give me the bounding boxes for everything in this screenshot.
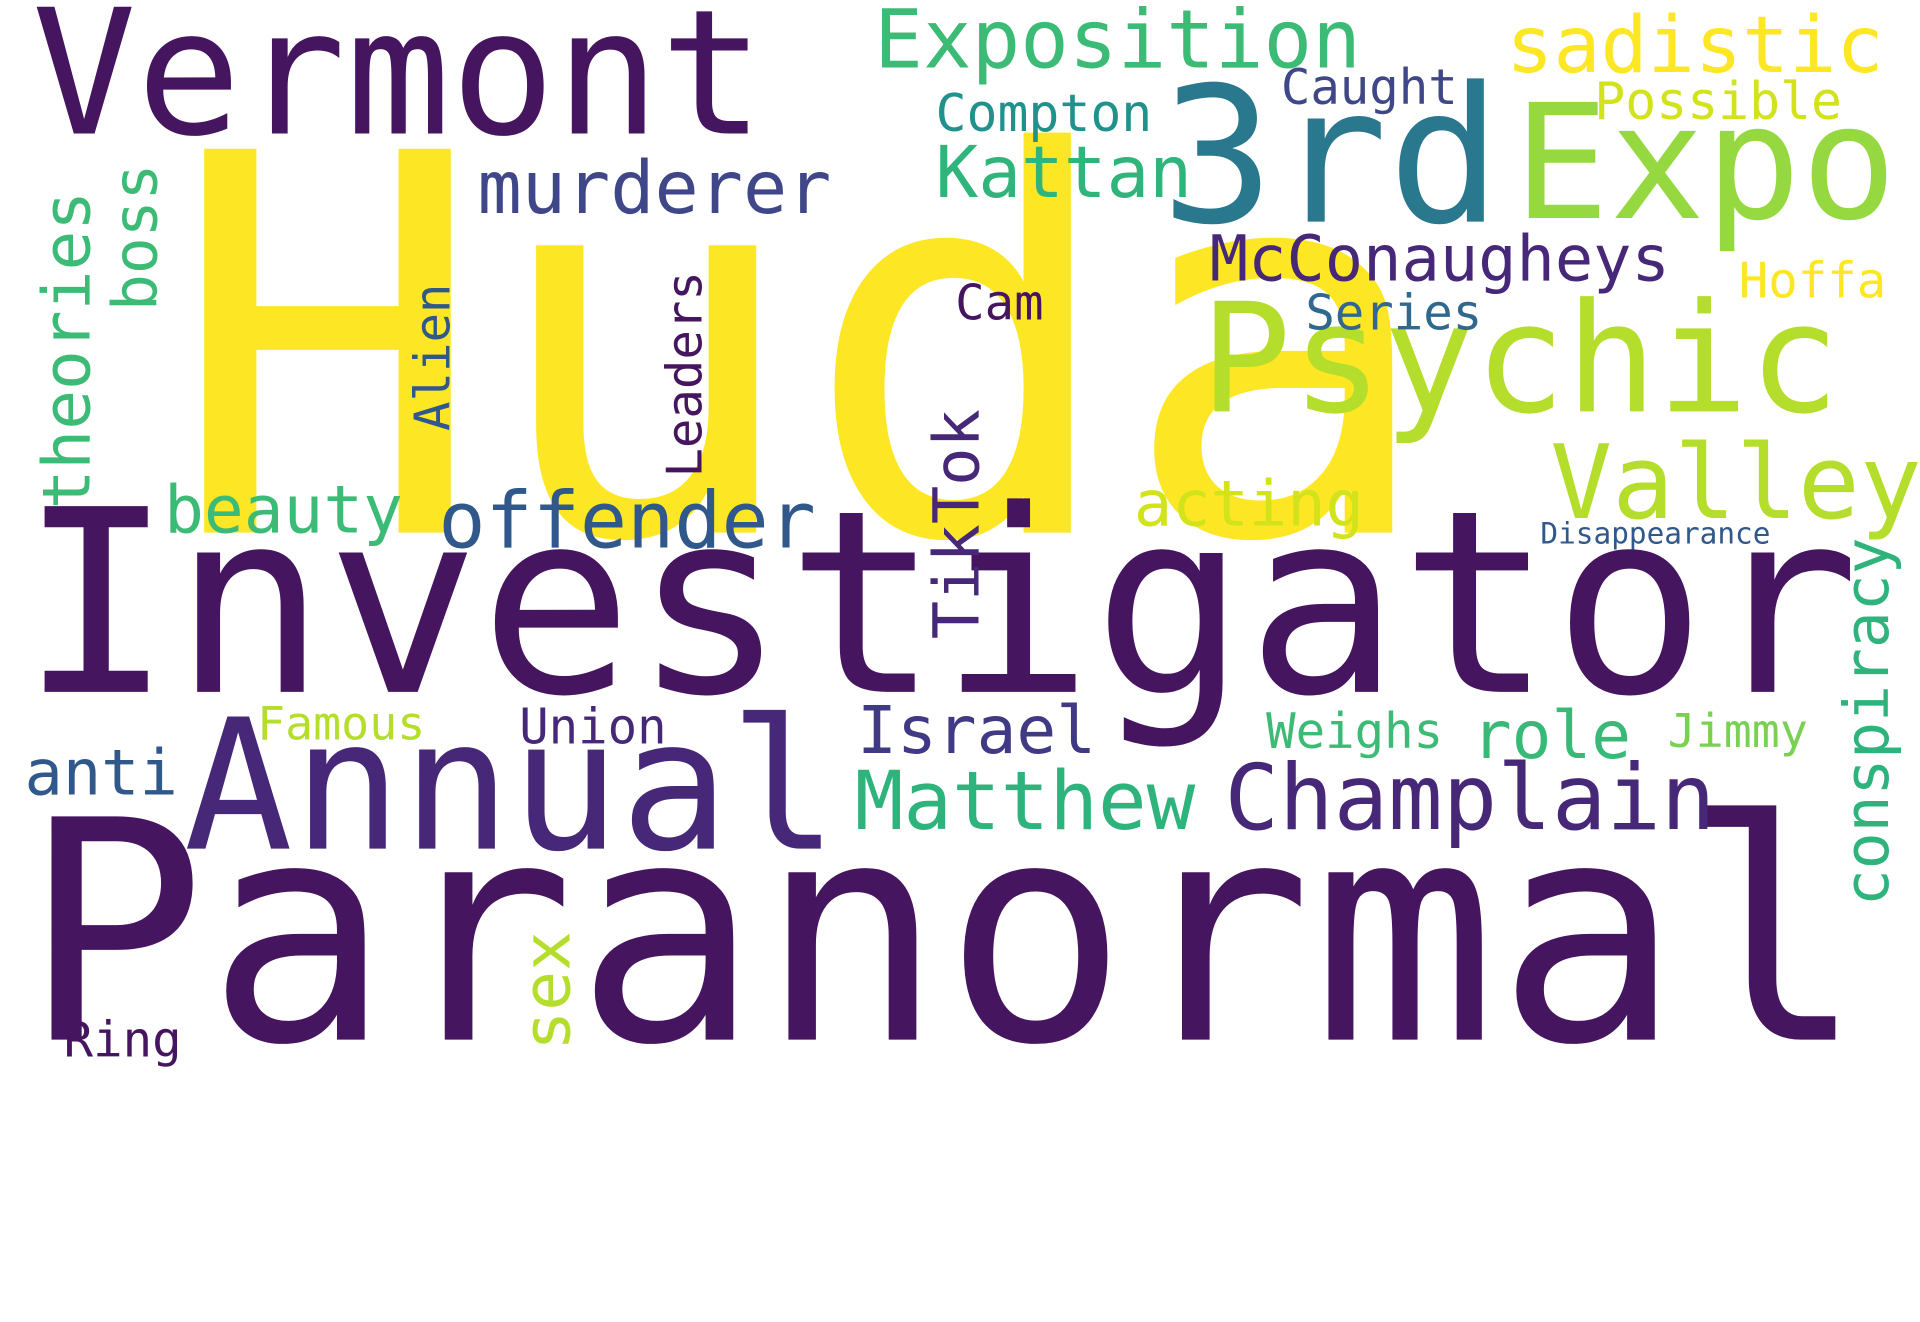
word-sex: sex <box>508 931 586 1051</box>
word-cam: Cam <box>955 275 1044 332</box>
word-union: Union <box>519 699 667 756</box>
word-alien: Alien <box>405 283 462 432</box>
word-huda: Huda <box>168 45 1437 658</box>
word-theories: theories <box>28 190 106 510</box>
word-mcconaugheys: McConaugheys <box>1209 222 1670 297</box>
word-investigator: Investigator <box>19 456 1860 754</box>
word-exposition: Exposition <box>874 0 1361 87</box>
word-series: Series <box>1305 285 1483 342</box>
word-murderer: murderer <box>477 145 832 232</box>
word-paranormal: Paranormal <box>22 755 1866 1112</box>
word-role: role <box>1471 696 1632 774</box>
word-disappearance: Disappearance <box>1540 516 1771 552</box>
word-famous: Famous <box>257 696 426 751</box>
word-compton: Compton <box>935 83 1153 144</box>
word-possible: Possible <box>1594 71 1843 132</box>
word-psychic: Psychic <box>1200 271 1840 449</box>
word-boss: boss <box>100 163 172 312</box>
word-leaders: Leaders <box>657 271 714 478</box>
word-valley: Valley <box>1550 422 1920 543</box>
word-hoffa: Hoffa <box>1738 253 1887 310</box>
word-sadistic: sadistic <box>1506 1 1884 92</box>
word-annual: Annual <box>183 680 839 892</box>
word-jimmy: Jimmy <box>1667 704 1808 758</box>
word-conspiracy: conspiracy <box>1831 537 1903 907</box>
word-kattan: Kattan <box>935 131 1193 215</box>
word-expo: Expo <box>1513 69 1897 256</box>
word-tiktok: TikTok <box>920 409 995 640</box>
word-matthew: Matthew <box>854 754 1196 849</box>
word-israel: Israel <box>857 691 1097 769</box>
word-acting: acting <box>1133 467 1364 542</box>
word-caught: Caught <box>1280 60 1458 117</box>
word-ring: Ring <box>63 1012 182 1069</box>
word-3rd: 3rd <box>1160 47 1502 267</box>
word-vermont: Vermont <box>31 0 765 176</box>
word-anti: anti <box>24 737 178 811</box>
word-offender: offender <box>438 476 816 567</box>
word-champlain: Champlain <box>1224 745 1716 852</box>
word-beauty: beauty <box>164 471 403 549</box>
word-weighs: Weighs <box>1266 704 1444 761</box>
